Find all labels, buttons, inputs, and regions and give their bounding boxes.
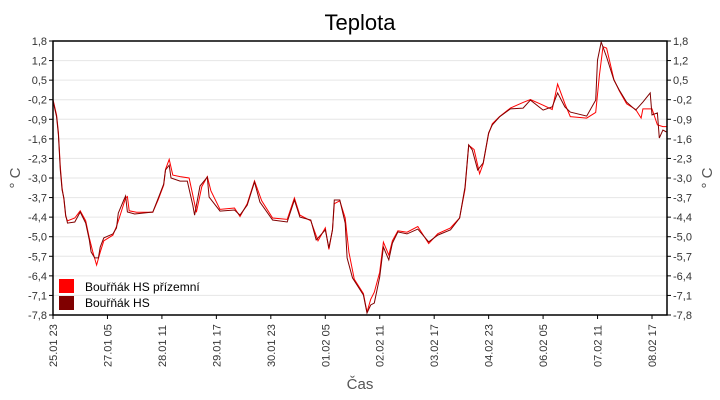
x-tick-label: 08.02 17 — [647, 324, 659, 367]
x-tick-label: 04.02 23 — [484, 324, 496, 367]
y-tick-label-right: -3,7 — [673, 193, 692, 205]
y-tick-label-right: -1,6 — [673, 134, 692, 146]
x-tick-label: 02.02 11 — [375, 325, 387, 367]
y-tick-label: -7,8 — [28, 310, 47, 322]
y-tick-label-right: -5,0 — [673, 232, 692, 244]
gridlines — [53, 60, 667, 296]
y-tick-label: -3,7 — [28, 193, 47, 205]
y-tick-label-right: -7,8 — [673, 310, 692, 322]
x-tick-label: 30.01 23 — [266, 324, 278, 367]
y-tick-label: -0,2 — [28, 95, 47, 107]
legend: Bouřňák HS přízemní Bouřňák HS — [59, 279, 200, 310]
x-axis: 25.01 23 27.01 05 28.01 11 29.01 17 30.01 23… — [48, 315, 659, 367]
y-axis-label-left: ° C — [7, 167, 24, 188]
y-tick-label-right: -7,1 — [673, 290, 692, 302]
y-tick-label: -7,1 — [28, 290, 47, 302]
y-tick-label: 1,2 — [32, 56, 47, 68]
y-tick-label-right: -2,3 — [673, 153, 692, 165]
y-tick-label-right: -3,0 — [673, 173, 692, 185]
y-tick-label-right: -5,7 — [673, 251, 692, 263]
y-tick-label: -6,4 — [28, 271, 47, 283]
y-tick-label: -4,4 — [28, 212, 47, 224]
x-tick-label: 01.02 05 — [320, 324, 332, 367]
legend-label-prizemni: Bouřňák HS přízemní — [85, 280, 200, 294]
chart-title: Teplota — [325, 10, 397, 35]
legend-swatch-prizemni — [59, 279, 74, 293]
y-tick-label: -5,7 — [28, 251, 47, 263]
x-tick-label: 06.02 05 — [538, 324, 550, 367]
y-tick-label: -3,0 — [28, 173, 47, 185]
x-tick-label: 07.02 11 — [593, 325, 605, 367]
y-axis-right: 1,8 1,2 0,5 -0,2 -0,9 -1,6 -2,3 -3,0 -3,7 -4,4 -5,… — [667, 36, 692, 322]
y-tick-label: -1,6 — [28, 134, 47, 146]
y-tick-label: 1,8 — [32, 36, 47, 48]
y-tick-label-right: 1,8 — [673, 36, 688, 48]
x-tick-label: 28.01 11 — [157, 325, 169, 367]
y-tick-label-right: -4,4 — [673, 212, 692, 224]
y-tick-label: -5,0 — [28, 232, 47, 244]
y-axis-left: 1,8 1,2 0,5 -0,2 -0,9 -1,6 -2,3 -3,0 -3,7 -4,4 -5,… — [28, 36, 53, 322]
legend-label-hs: Bouřňák HS — [85, 296, 150, 310]
x-axis-label: Čas — [347, 376, 374, 393]
x-tick-label: 29.01 17 — [211, 324, 223, 367]
y-axis-label-right: ° C — [699, 167, 716, 188]
y-tick-label: -2,3 — [28, 153, 47, 165]
series-line-1 — [52, 40, 667, 315]
y-tick-label-right: 1,2 — [673, 56, 688, 68]
series-line-0 — [52, 46, 667, 313]
y-tick-label-right: -0,2 — [673, 95, 692, 107]
y-tick-label: -0,9 — [28, 114, 47, 126]
x-tick-label: 03.02 17 — [429, 324, 441, 367]
y-tick-label-right: 0,5 — [673, 75, 688, 87]
y-tick-label: 0,5 — [32, 75, 47, 87]
series-lines — [52, 40, 667, 315]
x-tick-label: 25.01 23 — [48, 324, 60, 367]
legend-swatch-hs — [59, 296, 74, 310]
x-tick-label: 27.01 05 — [102, 324, 114, 367]
y-tick-label-right: -0,9 — [673, 114, 692, 126]
y-tick-label-right: -6,4 — [673, 271, 692, 283]
